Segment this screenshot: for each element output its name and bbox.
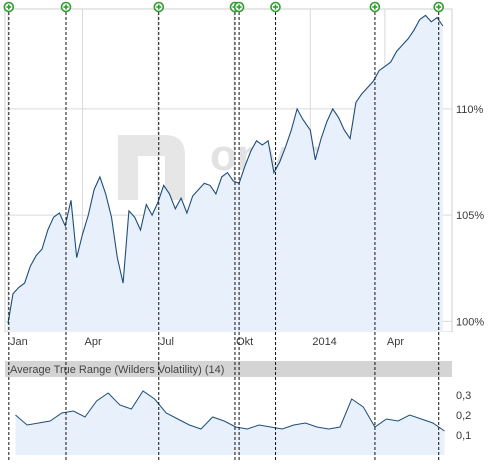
price-y-tick-label: 110% — [456, 104, 484, 116]
plus-circle-icon[interactable] — [433, 1, 445, 13]
plus-circle-icon[interactable] — [60, 1, 72, 13]
price-x-tick-label: Apr — [387, 336, 404, 348]
plus-circle-icon[interactable] — [3, 1, 15, 13]
price-x-tick-label: Jul — [160, 336, 174, 348]
atr-panel: Average True Range (Wilders Volatility) … — [5, 361, 471, 455]
watermark-logo-icon — [118, 135, 185, 200]
price-y-tick-labels: 100% 105% 110% — [456, 104, 484, 329]
price-x-tick-label: Apr — [85, 336, 102, 348]
plus-circle-icon[interactable] — [153, 1, 165, 13]
price-y-tick-label: 100% — [456, 316, 484, 328]
atr-panel-header — [5, 361, 452, 377]
plus-circle-icon[interactable] — [233, 1, 245, 13]
plus-circle-icon[interactable] — [270, 1, 281, 13]
price-x-tick-label: Jan — [10, 336, 28, 348]
atr-y-tick-label: 0,3 — [456, 390, 471, 402]
price-series-line — [7, 14, 444, 324]
atr-area-fill — [15, 391, 445, 455]
atr-panel-title: Average True Range (Wilders Volatility) … — [10, 364, 224, 376]
atr-y-tick-label: 0,2 — [456, 410, 471, 422]
price-y-tick-label: 105% — [456, 210, 484, 222]
price-x-tick-label: 2014 — [312, 336, 336, 348]
price-x-tick-label: Okt — [236, 336, 253, 348]
event-markers[interactable] — [3, 1, 445, 462]
plus-circle-icon[interactable] — [369, 1, 381, 13]
atr-y-tick-label: 0,1 — [456, 430, 471, 442]
x-axis-band — [5, 332, 452, 347]
price-area-fill — [8, 15, 443, 333]
atr-y-tick-labels: 0,1 0,2 0,3 — [456, 390, 471, 442]
price-x-tick-labels: Jan Apr Jul Okt 2014 Apr — [10, 336, 404, 348]
atr-series-line — [15, 390, 445, 432]
